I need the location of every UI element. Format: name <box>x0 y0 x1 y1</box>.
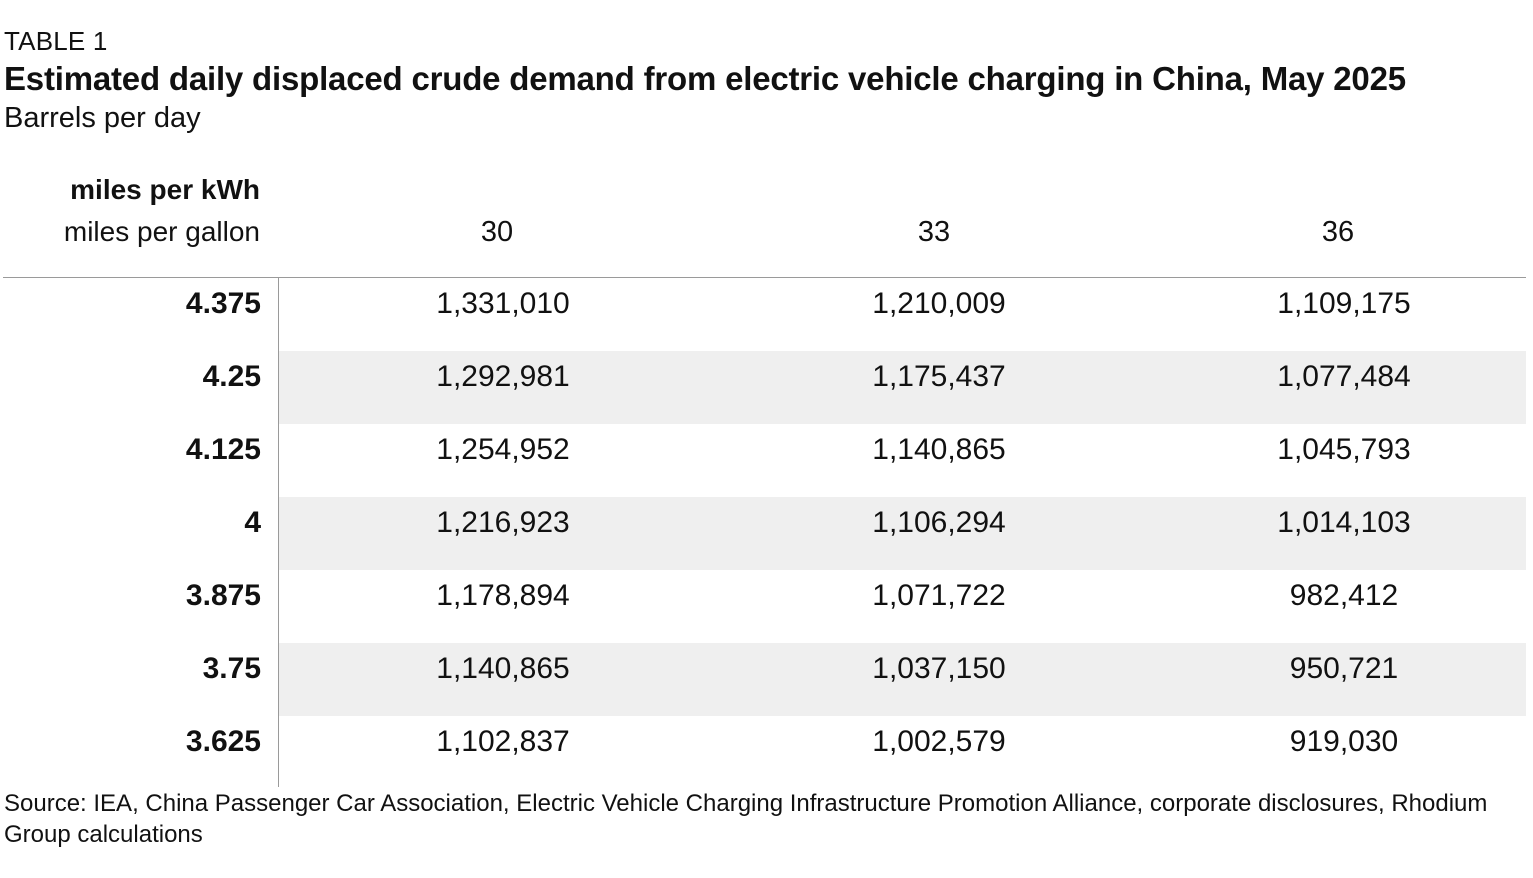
row-label: 4 <box>244 506 261 539</box>
table-cell: 982,412 <box>1289 579 1399 612</box>
table-cell: 1,140,865 <box>436 652 570 685</box>
table-cell: 1,216,923 <box>436 506 570 539</box>
table-cell: 1,014,103 <box>1277 506 1411 539</box>
row-label: 3.75 <box>202 652 261 685</box>
table-row: 4.375 1,331,010 1,210,009 1,109,175 <box>0 278 1526 351</box>
table-cell: 1,210,009 <box>872 287 1006 320</box>
table-row: 4 1,216,923 1,106,294 1,014,103 <box>0 497 1526 570</box>
table-row: 4.25 1,292,981 1,175,437 1,077,484 <box>0 351 1526 424</box>
header-divider <box>3 277 1526 278</box>
table-cell: 1,254,952 <box>436 433 570 466</box>
table-row: 4.125 1,254,952 1,140,865 1,045,793 <box>0 424 1526 497</box>
row-label: 4.25 <box>202 360 261 393</box>
table-row: 3.875 1,178,894 1,071,722 982,412 <box>0 570 1526 643</box>
row-header-label: miles per kWh <box>70 174 260 205</box>
row-label: 4.125 <box>185 433 261 466</box>
row-label: 3.875 <box>185 579 261 612</box>
table-label: TABLE 1 <box>4 26 108 56</box>
row-label: 4.375 <box>185 287 261 320</box>
table-cell: 1,102,837 <box>436 725 570 758</box>
row-header-divider <box>278 277 279 787</box>
table-row: 3.75 1,140,865 1,037,150 950,721 <box>0 643 1526 716</box>
column-header-label: miles per gallon <box>63 216 260 247</box>
row-label: 3.625 <box>185 725 261 758</box>
table-cell: 1,037,150 <box>872 652 1006 685</box>
table-cell: 1,292,981 <box>436 360 570 393</box>
table-cell: 950,721 <box>1289 652 1399 685</box>
table-cell: 1,109,175 <box>1277 287 1411 320</box>
column-header-33: 33 <box>917 216 951 248</box>
table-cell: 1,331,010 <box>436 287 570 320</box>
column-header-36: 36 <box>1321 216 1355 248</box>
table-cell: 1,045,793 <box>1277 433 1411 466</box>
column-header-30: 30 <box>480 216 514 248</box>
table-body: 4.375 1,331,010 1,210,009 1,109,175 4.25… <box>0 278 1526 789</box>
table-cell: 1,071,722 <box>872 579 1006 612</box>
table-cell: 1,106,294 <box>872 506 1006 539</box>
table-cell: 1,002,579 <box>872 725 1006 758</box>
table-cell: 1,175,437 <box>872 360 1006 393</box>
table-cell: 1,140,865 <box>872 433 1006 466</box>
table-row: 3.625 1,102,837 1,002,579 919,030 <box>0 716 1526 789</box>
table-title: Estimated daily displaced crude demand f… <box>4 60 1406 97</box>
table-cell: 919,030 <box>1289 725 1399 758</box>
table-subtitle: Barrels per day <box>4 102 201 134</box>
table-cell: 1,178,894 <box>436 579 570 612</box>
source-note: Source: IEA, China Passenger Car Associa… <box>4 790 1488 848</box>
table-cell: 1,077,484 <box>1277 360 1411 393</box>
